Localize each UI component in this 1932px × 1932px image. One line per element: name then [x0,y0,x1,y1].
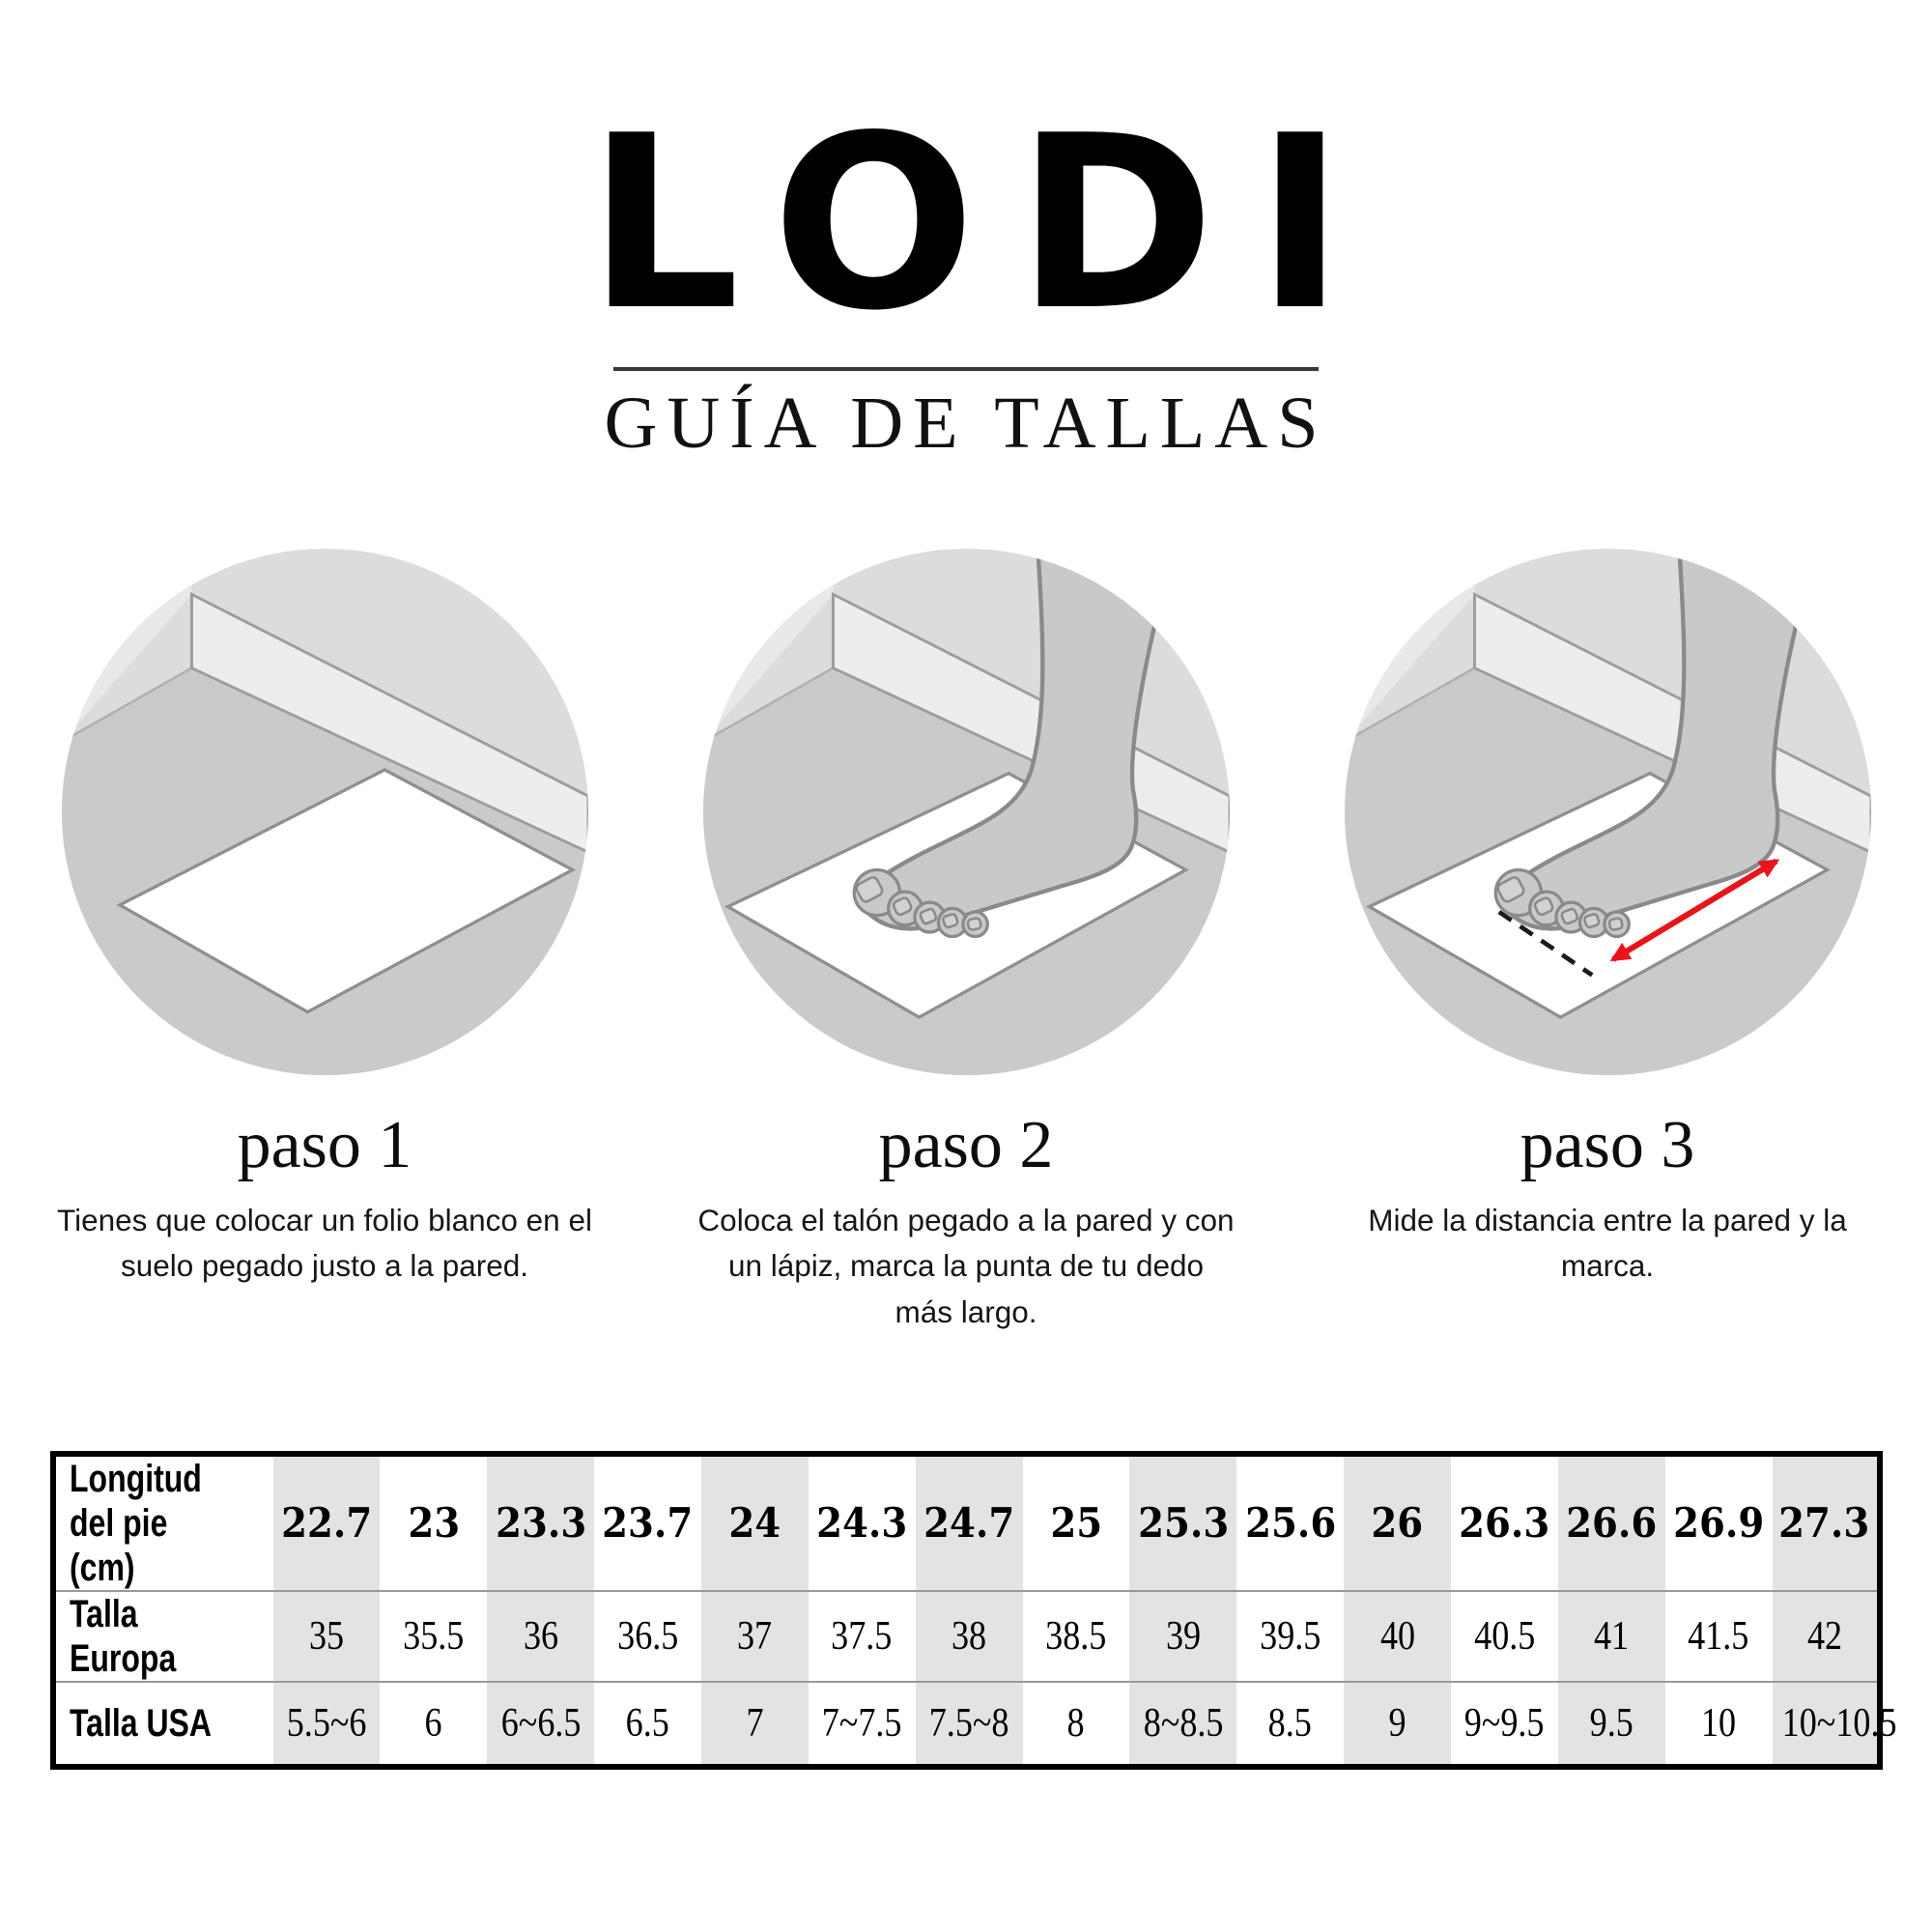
step1-illustration [61,549,588,1076]
measure-arrow [1609,858,1779,962]
table-cell: 9 [1344,1680,1451,1767]
paper-sheet [116,768,576,1014]
table-cell: 7 [700,1680,809,1767]
table-cell: 39.5 [1236,1589,1345,1682]
table-row: Talla Europa 35 35.5 36 36.5 37 37.5 38 38.5 39 39… [52,1589,1880,1682]
table-cell: 24.3 [816,1499,908,1548]
step3-title: paso 3 [1520,1108,1695,1183]
table-cell: 35.5 [380,1589,488,1682]
table-cell: 6 [380,1680,488,1767]
table-cell: 6~6.5 [487,1680,595,1767]
toenails [855,876,982,931]
table-cell: 24 [700,1453,809,1591]
table-cell: 42 [1772,1589,1880,1682]
table-cell: 5.5~6 [272,1680,381,1767]
table-cell: 24.7 [915,1453,1023,1591]
steps-section: paso 1 Tienes que colocar un folio blanc… [0,549,1932,1335]
table-cell: 8~8.5 [1129,1680,1237,1767]
table-cell: 40.5 [1450,1589,1558,1682]
table-cell: 41 [1557,1589,1665,1682]
step-2: paso 2 Coloca el talón pegado a la pared… [696,549,1236,1335]
table-cell: 36.5 [594,1589,701,1682]
table-cell: 26 [1344,1453,1451,1591]
table-cell: 26.6 [1557,1453,1665,1591]
table-cell: 9.5 [1557,1680,1665,1767]
table-cell: 23 [407,1499,460,1548]
table-cell: 8 [1022,1680,1130,1767]
table-cell: 35 [272,1589,381,1682]
table-cell: 7~7.5 [808,1680,916,1767]
step1-description: Tienes que colocar un folio blanco en el… [57,1203,592,1284]
toe-mark-dashed-line [1497,910,1593,978]
step2-title: paso 2 [878,1108,1054,1183]
table-cell: 40 [1344,1589,1451,1682]
table-cell: 38.5 [1022,1589,1130,1682]
foot-measure-arrow-icon [1344,549,1871,1076]
table-cell: 23.7 [602,1499,694,1548]
table-cell: 10 [1664,1680,1773,1767]
logo-underline [613,367,1319,372]
table-cell: 8.5 [1236,1680,1345,1767]
foot-on-paper-icon [702,549,1230,1076]
table-cell: 27.3 [1772,1453,1880,1591]
step3-description: Mide la distancia entre la pared y la ma… [1368,1203,1847,1284]
table-cell: 38 [915,1589,1023,1682]
table-cell: 7.5~8 [915,1680,1023,1767]
table-cell: 41.5 [1664,1589,1773,1682]
table-row: Longitud del pie (cm) 22.7 23 23.3 23.7 24 24.… [53,1453,1880,1591]
table-cell: 25 [1050,1499,1102,1548]
size-table: Longitud del pie (cm) 22.7 23 23.3 23.7 24 24.… [49,1450,1896,1770]
table-row: Talla USA 5.5~6 6 6~6.5 6.5 7 7~7.5 7.5~8 8 8~8.5… [52,1680,1896,1767]
table-cell: 25.3 [1129,1453,1237,1591]
step3-illustration [1344,549,1871,1076]
row-label: Talla USA [52,1680,273,1767]
foot [862,549,1174,931]
step-1: paso 1 Tienes que colocar un folio blanc… [54,549,595,1335]
table-cell: 25.6 [1244,1499,1336,1548]
table-cell: 37 [700,1589,809,1682]
size-guide-title: GUÍA DE TALLAS [604,383,1328,465]
brand-header: LODI GUÍA DE TALLAS [0,0,1932,460]
foot [1503,549,1815,931]
table-cell: 37.5 [808,1589,916,1682]
table-cell: 22.7 [272,1453,381,1591]
brand-logo: LODI [586,85,1386,363]
table-cell: 9~9.5 [1450,1680,1558,1767]
table-cell: 26.3 [1459,1499,1550,1548]
step-3: paso 3 Mide la distancia entre la pared … [1337,549,1878,1335]
table-cell: 26.9 [1673,1499,1765,1548]
step2-illustration [702,549,1230,1076]
size-table-wrapper: Longitud del pie (cm) 22.7 23 23.3 23.7 24 24.… [0,1450,1932,1770]
step1-title: paso 1 [237,1108,412,1183]
paper-floor-wall-icon [61,549,588,1076]
row-label: Longitud del pie (cm) [69,1457,202,1589]
table-cell: 6.5 [594,1680,701,1767]
table-cell: 39 [1129,1589,1237,1682]
table-cell: 36 [487,1589,595,1682]
table-cell: 23.3 [487,1453,595,1591]
row-label: Talla Europa [52,1589,273,1682]
step2-description: Coloca el talón pegado a la pared y con … [697,1203,1235,1329]
table-cell: 10~10.5 [1772,1680,1896,1767]
